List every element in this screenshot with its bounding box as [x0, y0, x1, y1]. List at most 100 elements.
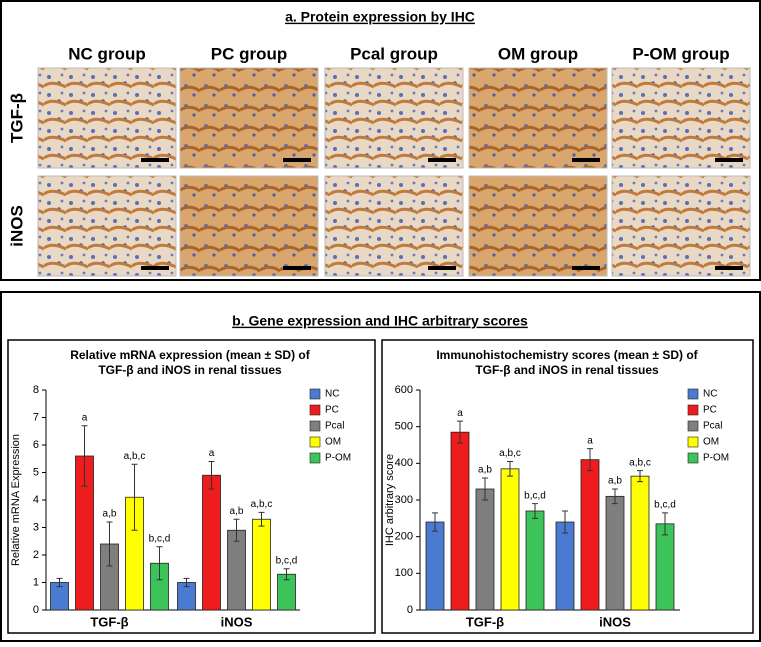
- column-header: PC group: [211, 44, 288, 63]
- annotation: a,b: [103, 509, 117, 520]
- x-tick-label: iNOS: [599, 614, 631, 629]
- scale-bar: [141, 158, 169, 162]
- legend-label: Pcal: [703, 421, 722, 432]
- bar: [450, 431, 470, 611]
- y-tick-label: 8: [33, 384, 39, 396]
- legend-label: P-OM: [325, 453, 351, 464]
- column-header: Pcal group: [350, 44, 438, 63]
- legend-swatch: [687, 388, 699, 400]
- error-bar: [208, 461, 215, 490]
- annotation: a,b,c: [499, 448, 521, 459]
- legend-label: NC: [703, 389, 717, 400]
- micrograph: [37, 67, 177, 169]
- y-tick-label: 7: [33, 411, 39, 423]
- bar: [202, 474, 221, 611]
- legend-label: PC: [703, 405, 717, 416]
- y-tick-label: 0: [33, 604, 39, 616]
- annotation: a: [457, 408, 463, 419]
- chart-frame: [381, 339, 754, 634]
- error-bar: [283, 568, 290, 581]
- error-bar: [612, 488, 618, 505]
- micrograph: [179, 175, 319, 277]
- scale-bar: [141, 266, 169, 270]
- annotation: a,b,c: [629, 457, 651, 468]
- micrograph: [179, 67, 319, 169]
- bar: [500, 468, 520, 611]
- scale-bar: [283, 266, 311, 270]
- error-bar: [587, 448, 593, 472]
- scale-bar: [283, 158, 311, 162]
- bar: [605, 495, 625, 611]
- chart-title: TGF-β and iNOS in renal tissues: [475, 363, 659, 377]
- chart-title: TGF-β and iNOS in renal tissues: [98, 363, 282, 377]
- legend-swatch: [309, 404, 321, 416]
- annotation: a: [587, 435, 593, 446]
- annotation: a,b: [230, 506, 244, 517]
- y-tick-label: 5: [33, 466, 39, 478]
- error-bar: [131, 463, 138, 531]
- y-tick-label: 100: [395, 567, 413, 579]
- legend-label: OM: [703, 437, 719, 448]
- scale-bar: [428, 158, 456, 162]
- panel-a-title: a. Protein expression by IHC: [285, 9, 475, 25]
- error-bar: [183, 577, 190, 588]
- legend-swatch: [309, 436, 321, 448]
- error-bar: [233, 518, 240, 542]
- x-tick-label: iNOS: [221, 614, 253, 629]
- row-label: iNOS: [7, 205, 26, 247]
- annotation: b,c,d: [149, 533, 171, 544]
- bar: [555, 521, 575, 611]
- error-bar: [56, 577, 63, 588]
- annotation: b,c,d: [276, 555, 298, 566]
- scale-bar: [715, 266, 743, 270]
- legend-swatch: [687, 436, 699, 448]
- legend-label: PC: [325, 405, 339, 416]
- legend-swatch: [309, 452, 321, 464]
- scale-bar: [572, 158, 600, 162]
- legend-label: P-OM: [703, 453, 729, 464]
- legend-swatch: [687, 452, 699, 464]
- error-bar: [562, 510, 568, 534]
- chart-title: Immunohistochemistry scores (mean ± SD) …: [436, 348, 698, 362]
- y-tick-label: 2: [33, 549, 39, 561]
- micrograph: [324, 175, 464, 277]
- y-tick-label: 500: [395, 421, 413, 433]
- micrograph: [324, 67, 464, 169]
- y-tick-label: 3: [33, 521, 39, 533]
- error-bar: [432, 512, 438, 532]
- annotation: a: [209, 448, 215, 459]
- micrograph: [468, 67, 608, 169]
- error-bar: [662, 512, 668, 536]
- y-axis-label: Relative mRNA Expression: [10, 434, 22, 566]
- bar: [425, 521, 445, 611]
- y-axis-label: IHC arbitrary score: [384, 454, 396, 546]
- column-header: NC group: [68, 44, 145, 63]
- error-bar: [258, 511, 265, 527]
- error-bar: [532, 503, 538, 519]
- error-bar: [482, 477, 488, 501]
- annotation: b,c,d: [654, 499, 676, 510]
- legend-label: Pcal: [325, 421, 344, 432]
- annotation: a,b,c: [251, 499, 273, 510]
- annotation: a,b: [608, 476, 622, 487]
- panel-b-title: b. Gene expression and IHC arbitrary sco…: [232, 313, 528, 329]
- y-tick-label: 6: [33, 439, 39, 451]
- micrograph: [468, 175, 608, 277]
- error-bar: [637, 470, 643, 483]
- error-bar: [457, 420, 463, 444]
- panel-b-frame: [0, 291, 761, 642]
- legend-label: OM: [325, 437, 341, 448]
- annotation: a,b: [478, 465, 492, 476]
- micrograph: [611, 175, 751, 277]
- column-header: OM group: [498, 44, 578, 63]
- error-bar: [81, 425, 88, 487]
- error-bar: [156, 546, 163, 581]
- row-label: TGF-β: [7, 93, 26, 143]
- annotation: b,c,d: [524, 490, 546, 501]
- error-bar: [507, 461, 513, 477]
- bar: [227, 529, 246, 611]
- legend-swatch: [309, 420, 321, 432]
- annotation: a,b,c: [124, 451, 146, 462]
